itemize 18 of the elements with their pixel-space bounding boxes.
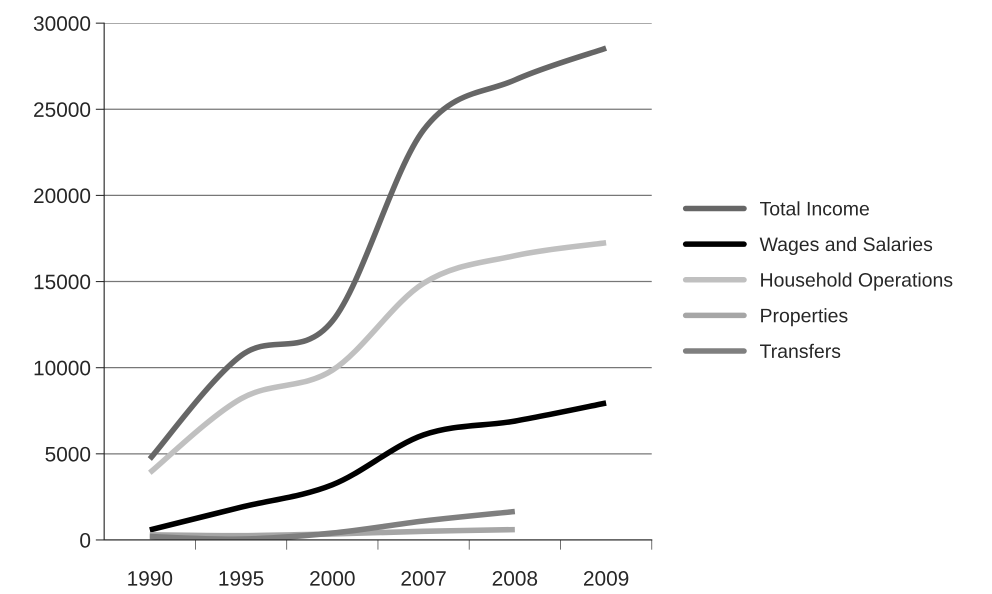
y-tick-label: 20000	[34, 188, 90, 204]
legend-label: Wages and Salaries	[760, 236, 932, 255]
y-tick-label: 30000	[34, 16, 90, 31]
y-tick-label: 0	[80, 532, 90, 548]
x-tick-label: 2000	[310, 571, 355, 586]
x-tick-label: 2008	[492, 571, 538, 586]
y-tick-label: 15000	[34, 274, 90, 290]
legend-label: Transfers	[760, 344, 840, 358]
y-tick-label: 10000	[34, 360, 90, 376]
legend-label: Household Operations	[761, 272, 952, 291]
x-tick-label: 2009	[584, 571, 628, 586]
x-tick-label: 2007	[401, 571, 446, 586]
x-tick-label: 1990	[128, 571, 172, 586]
legend-label: Total Income	[760, 201, 869, 216]
y-tick-label: 25000	[34, 102, 90, 118]
y-tick-label: 5000	[45, 446, 90, 462]
legend-label: Properties	[761, 308, 848, 326]
x-tick-label: 1995	[219, 571, 264, 586]
